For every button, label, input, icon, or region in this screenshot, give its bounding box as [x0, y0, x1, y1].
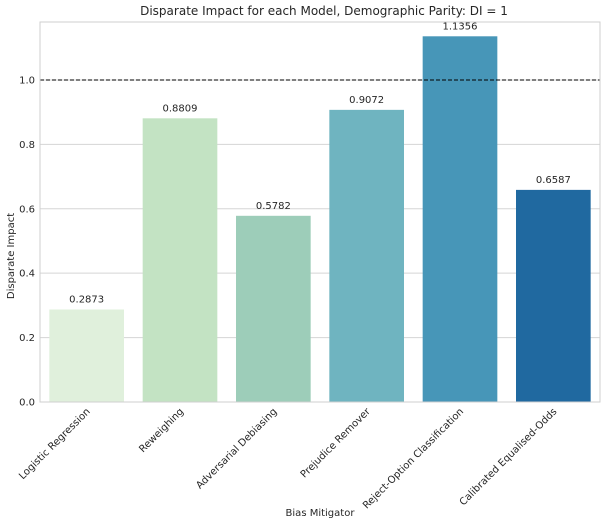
y-tick-labels: 0.0 0.2 0.4 0.6 0.8 1.0	[19, 75, 35, 408]
x-tick-label: Reweighing	[137, 406, 186, 455]
bar-value-label: 0.8809	[163, 103, 198, 114]
bar	[516, 189, 591, 402]
y-tick-label: 0.6	[19, 204, 35, 215]
bar	[142, 118, 218, 402]
plot-frame	[39, 21, 601, 403]
bar	[329, 109, 404, 403]
x-tick-labels: Logistic Regression Reweighing Adversarial…	[17, 406, 559, 512]
bar-value-label: 0.6587	[536, 175, 571, 186]
x-tick-label: Reject-Option Classification	[361, 406, 466, 511]
bar-value-label: 1.1356	[443, 21, 478, 32]
bar	[236, 215, 311, 402]
bar-value-label: 0.5782	[256, 201, 291, 212]
x-tick-label: Logistic Regression	[17, 406, 93, 482]
y-tick-label: 1.0	[19, 75, 35, 86]
bar-value-label: 0.2873	[69, 294, 104, 305]
y-tick-label: 0.0	[19, 398, 35, 409]
y-tick-label: 0.8	[19, 140, 35, 151]
bar	[49, 309, 125, 402]
bars	[49, 36, 591, 403]
bar	[422, 36, 498, 402]
x-tick-label: Prejudice Remover	[299, 406, 374, 481]
x-axis-label: Bias Mitigator	[286, 508, 356, 519]
chart-title: Disparate Impact for each Model, Demogra…	[140, 4, 508, 18]
x-tick-label: Calibrated Equalised-Odds	[458, 406, 560, 508]
y-tick-label: 0.2	[19, 333, 35, 344]
y-axis-label: Disparate Impact	[6, 213, 17, 299]
x-tick-label: Adversarial Debiasing	[194, 406, 279, 491]
data-labels: 0.2873 0.8809 0.5782 0.9072 1.1356 0.6587	[69, 21, 571, 305]
bar-value-label: 0.9072	[349, 95, 384, 106]
y-tick-label: 0.4	[19, 269, 35, 280]
